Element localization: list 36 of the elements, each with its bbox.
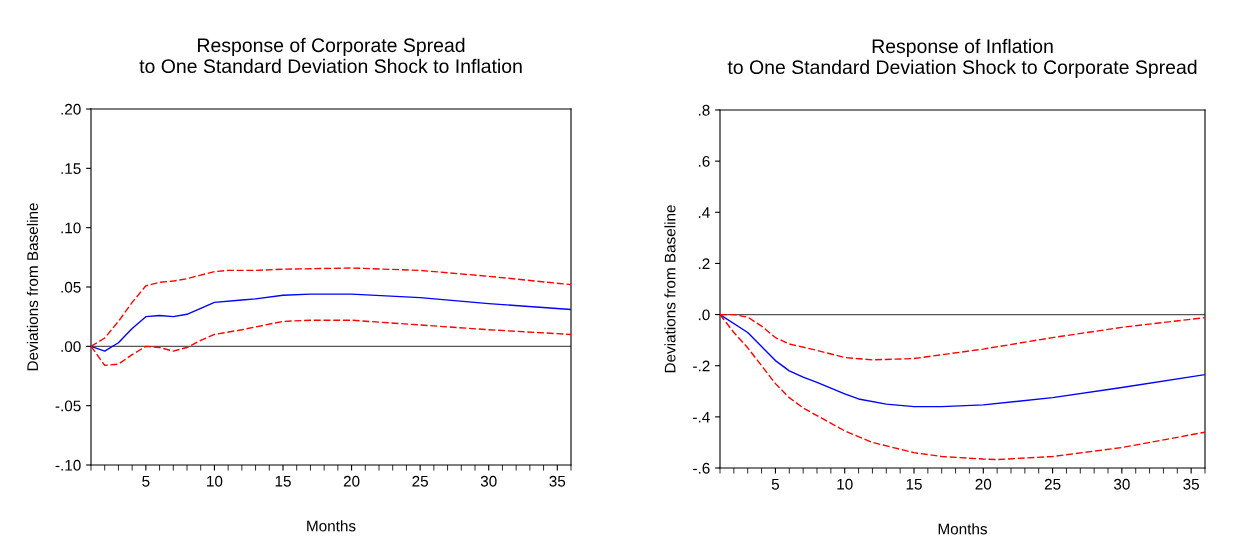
- x-tick-label: 35: [1183, 478, 1199, 490]
- y-tick-label: -.4: [693, 411, 710, 423]
- x-tick-label: 35: [549, 475, 566, 487]
- x-tick-label: 5: [771, 478, 780, 490]
- y-tick-label: .0: [698, 309, 710, 321]
- x-tick-label: 15: [275, 475, 291, 487]
- y-axis-title: Deviations from Baseline: [664, 205, 676, 373]
- y-tick-label: .05: [61, 281, 81, 293]
- chart-title: Response of Corporate Spread to One Standard Deviation Shock to Inflation: [139, 37, 522, 74]
- y-tick-label: -.05: [55, 400, 81, 412]
- x-tick-label: 25: [1044, 478, 1061, 490]
- y-axis-title: Deviations from Baseline: [26, 203, 39, 371]
- y-tick-label: .15: [61, 163, 81, 175]
- y-tick-label: .2: [698, 258, 710, 269]
- x-axis-title: Months: [307, 520, 356, 532]
- y-tick-label: .4: [698, 207, 710, 218]
- line-series: [91, 293, 571, 352]
- y-tick-label: -.10: [55, 459, 81, 471]
- x-tick-label: 20: [975, 478, 992, 490]
- x-axis-title: Months: [938, 523, 987, 535]
- x-tick-label: 30: [480, 475, 497, 487]
- y-tick-label: -.6: [693, 462, 710, 474]
- x-tick-label: 10: [837, 478, 853, 490]
- x-tick-label: 25: [412, 475, 428, 487]
- y-tick-label: .8: [698, 104, 710, 116]
- x-tick-label: 10: [207, 475, 223, 487]
- x-tick-label: 20: [343, 475, 360, 487]
- chart-title: Response of Inflation to One Standard Deviation Shock to Corporate Spread: [727, 38, 1197, 78]
- y-tick-label: .6: [698, 156, 710, 167]
- y-tick-label: .20: [61, 103, 81, 115]
- y-tick-label: .10: [61, 222, 81, 234]
- y-tick-label: .00: [61, 341, 81, 353]
- x-tick-label: 15: [906, 478, 922, 490]
- x-tick-label: 5: [142, 475, 150, 487]
- y-tick-label: -.2: [693, 360, 710, 372]
- x-tick-label: 30: [1113, 478, 1130, 490]
